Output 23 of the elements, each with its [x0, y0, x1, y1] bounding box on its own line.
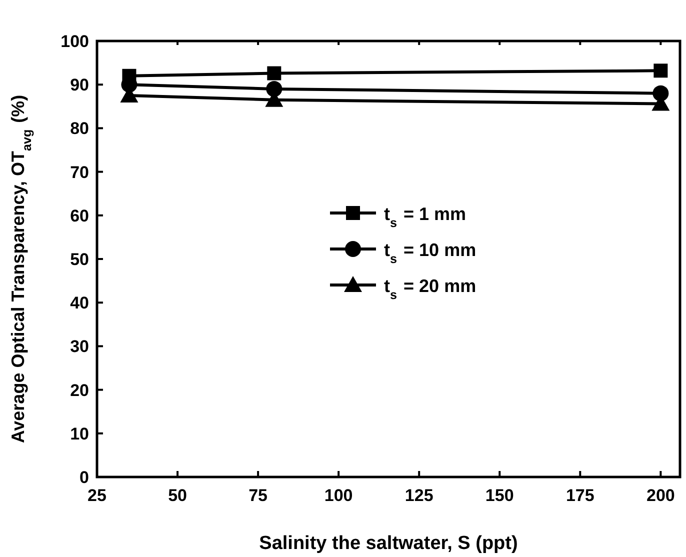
y-tick-label: 90 [70, 76, 89, 95]
y-tick-label: 100 [60, 32, 89, 51]
x-tick-label: 200 [646, 486, 675, 505]
x-tick-label: 75 [248, 486, 268, 505]
y-tick-label: 20 [70, 380, 89, 400]
x-tick-label: 50 [168, 486, 187, 505]
y-tick-label: 60 [70, 206, 89, 226]
x-tick-label: 175 [566, 486, 594, 505]
legend-label: t$_{s}$ = 1 mm [384, 204, 466, 230]
y-tick-label: 70 [70, 162, 89, 182]
y-tick-label: 80 [70, 119, 89, 138]
y-tick-label: 0 [80, 468, 89, 487]
legend-label: t$_{s}$ = 20 mm [384, 276, 476, 302]
y-tick-label: 50 [70, 250, 89, 269]
x-tick-label: 100 [324, 486, 353, 505]
x-tick-label: 25 [88, 486, 106, 505]
legend-label: t$_{s}$ = 10 mm [384, 240, 476, 266]
x-tick-label: 125 [404, 486, 434, 505]
y-tick-label: 40 [70, 294, 89, 313]
x-axis-title: Salinity the saltwater, S (ppt) [259, 533, 518, 554]
y-tick-label: 10 [70, 424, 89, 444]
y-tick-label: 30 [70, 337, 89, 356]
x-tick-label: 150 [485, 486, 514, 505]
